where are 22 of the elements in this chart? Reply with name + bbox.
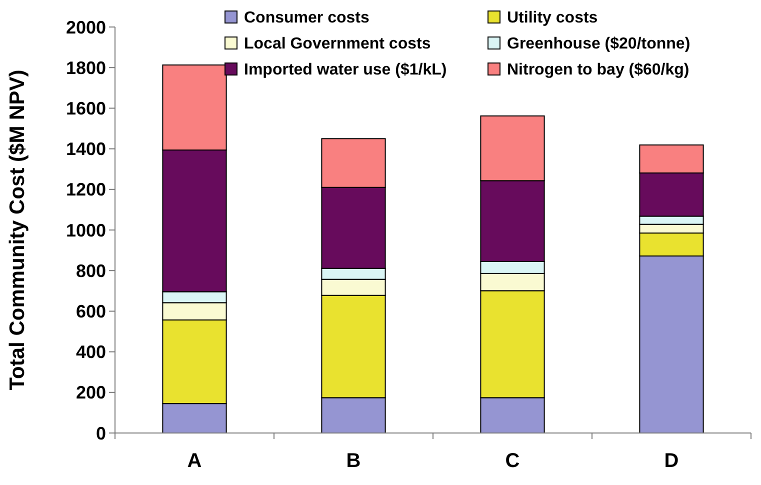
legend-label: Local Government costs [244,36,431,53]
y-tick-label: 400 [76,342,106,362]
x-tick-label: D [664,450,679,472]
y-tick-label: 600 [76,302,106,322]
legend-label: Consumer costs [244,10,370,27]
y-axis-title: Total Community Cost ($M NPV) [6,70,29,390]
y-tick-label: 1000 [66,220,106,240]
legend-label: Greenhouse ($20/tonne) [507,36,690,53]
y-tick-label: 200 [76,382,106,403]
y-tick-label: 0 [96,423,106,444]
y-tick-label: 800 [76,260,106,281]
y-tick-label: 1600 [66,98,106,118]
x-tick-label: C [505,450,520,472]
legend-label: Imported water use ($1/kL) [244,62,447,79]
x-tick-label: A [187,450,202,472]
y-tick-label: 2000 [66,17,106,38]
legend-label: Nitrogen to bay ($60/kg) [507,62,690,79]
x-tick-label: B [346,450,361,472]
legend-label: Utility costs [507,10,598,27]
y-tick-label: 1800 [66,58,106,78]
y-tick-label: 1200 [66,180,106,200]
y-tick-label: 1400 [66,139,106,160]
